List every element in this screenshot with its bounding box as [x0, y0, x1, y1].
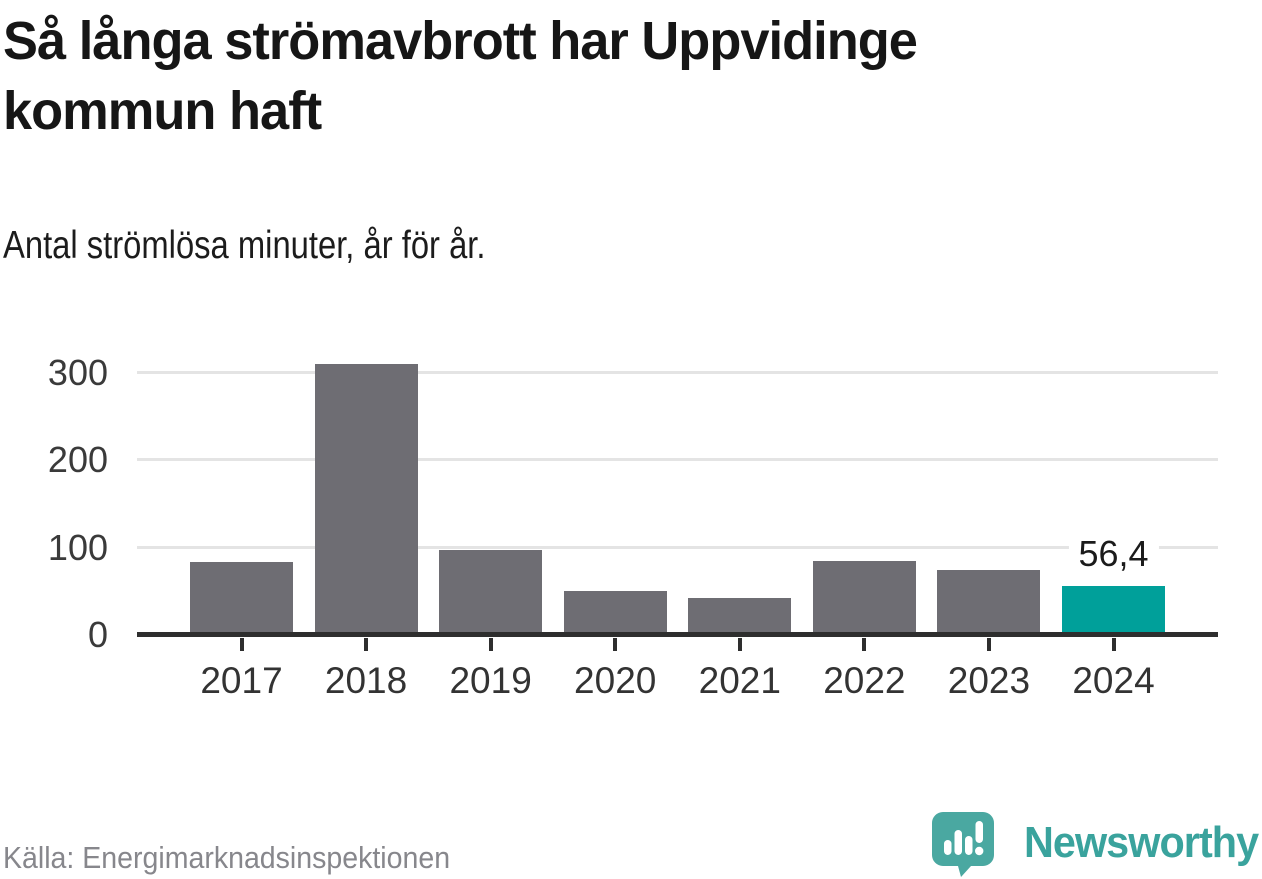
source-text: Källa: Energimarknadsinspektionen — [3, 840, 451, 875]
x-tick-2023 — [986, 638, 991, 651]
bar-2020 — [563, 591, 667, 635]
y-tick-label-200: 200 — [47, 439, 108, 481]
x-tick-2024 — [1111, 638, 1116, 651]
y-tick-label-300: 300 — [47, 352, 108, 393]
newsworthy-brand: Newsworthy — [929, 808, 1259, 878]
chart-subtitle: Antal strömlösa minuter, år för år. — [3, 224, 486, 267]
x-tick-2017 — [239, 638, 244, 651]
newsworthy-wordmark: Newsworthy — [1023, 818, 1259, 867]
bar-chart: 0 100 200 300 2017 2018 2019 2020 2021 2022 2023 2… — [0, 340, 1262, 730]
y-axis: 0 100 200 300 — [0, 340, 108, 655]
page-title-line-2: kommun haft — [3, 81, 322, 141]
gridline-300 — [137, 371, 1218, 374]
x-tick-2021 — [737, 638, 742, 651]
x-tick-2022 — [862, 638, 867, 651]
y-tick-label-100: 100 — [47, 526, 108, 568]
gridline-200 — [137, 458, 1218, 462]
page-title-line-1: Så långa strömavbrott har Uppvidinge — [3, 11, 918, 71]
x-tick-label-2021: 2021 — [698, 660, 781, 701]
x-tick-label-2018: 2018 — [324, 660, 408, 701]
page-title: Så långa strömavbrott har Uppvidinge komm… — [3, 6, 1202, 146]
x-tick-label-2024: 2024 — [1072, 660, 1155, 701]
x-tick-2018 — [364, 638, 369, 651]
x-tick-label-2017: 2017 — [200, 660, 283, 701]
bar-2023 — [937, 569, 1041, 635]
x-tick-label-2020: 2020 — [574, 660, 657, 701]
y-tick-label-0: 0 — [87, 614, 108, 655]
x-tick-label-2019: 2019 — [449, 660, 532, 701]
bar-2024 — [1062, 585, 1165, 635]
bar-2021 — [688, 598, 792, 635]
highlight-value-label: 56,4 — [1068, 532, 1159, 575]
bar-2017 — [190, 561, 293, 635]
x-tick-2020 — [613, 638, 618, 651]
x-axis-line — [137, 632, 1218, 637]
x-tick-label-2023: 2023 — [947, 660, 1031, 701]
gridline-100 — [137, 545, 1218, 549]
bar-2018 — [314, 364, 418, 635]
bar-2019 — [439, 550, 543, 635]
bar-2022 — [812, 560, 916, 635]
bar-chart-speech-bubble-icon — [929, 809, 997, 877]
x-tick-2019 — [488, 638, 493, 651]
plot-area: 2017 2018 2019 2020 2021 2022 2023 2024 56,4 — [137, 340, 1218, 701]
x-tick-label-2022: 2022 — [823, 660, 906, 701]
